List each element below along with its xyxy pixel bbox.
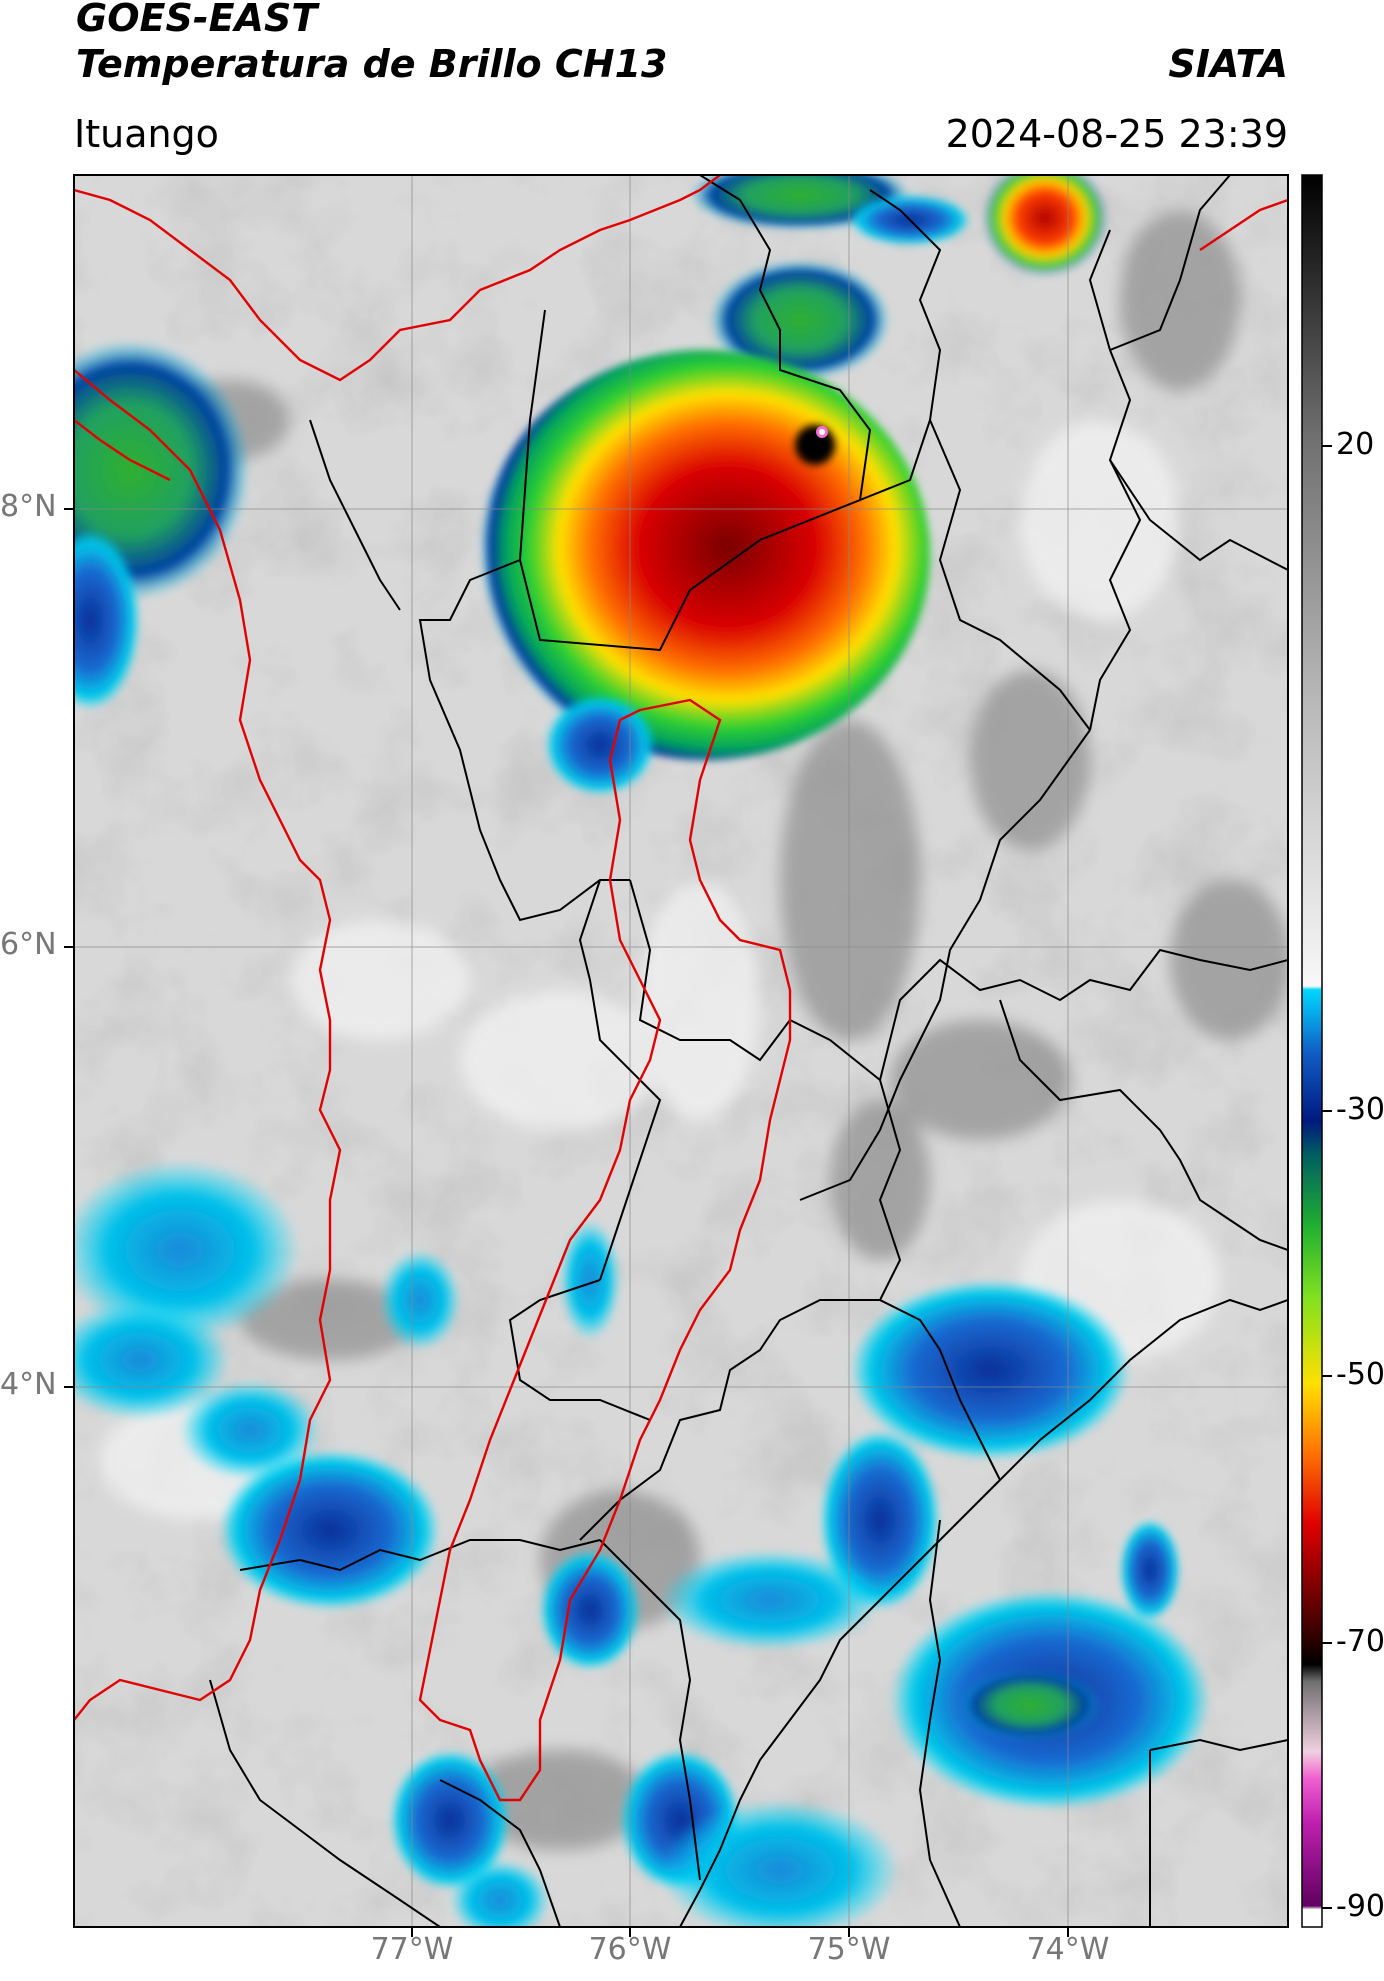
- lat-label-8n: 8°N: [0, 489, 57, 524]
- timestamp-label: 2024-08-25 23:39: [945, 112, 1288, 156]
- satellite-title: GOES-EAST: [76, 0, 318, 40]
- colorbar-tick-minus70: -70: [1336, 1624, 1384, 1659]
- lat-label-4n: 4°N: [0, 1367, 57, 1402]
- brand-label: SIATA: [1168, 42, 1288, 86]
- lon-label-76w: 76°W: [588, 1932, 672, 1967]
- lon-label-77w: 77°W: [370, 1932, 454, 1967]
- colorbar-tick-20: 20: [1336, 427, 1375, 462]
- colorbar-tick-minus50: -50: [1336, 1357, 1384, 1392]
- colorbar: [1301, 174, 1323, 1928]
- colorbar-tick-minus30: -30: [1336, 1092, 1384, 1127]
- colorbar-tick-minus90: -90: [1336, 1889, 1384, 1924]
- lon-label-75w: 75°W: [807, 1932, 891, 1967]
- lon-label-74w: 74°W: [1026, 1932, 1110, 1967]
- product-title: Temperatura de Brillo CH13: [76, 42, 668, 86]
- location-label: Ituango: [74, 112, 219, 156]
- lat-label-6n: 6°N: [0, 927, 57, 962]
